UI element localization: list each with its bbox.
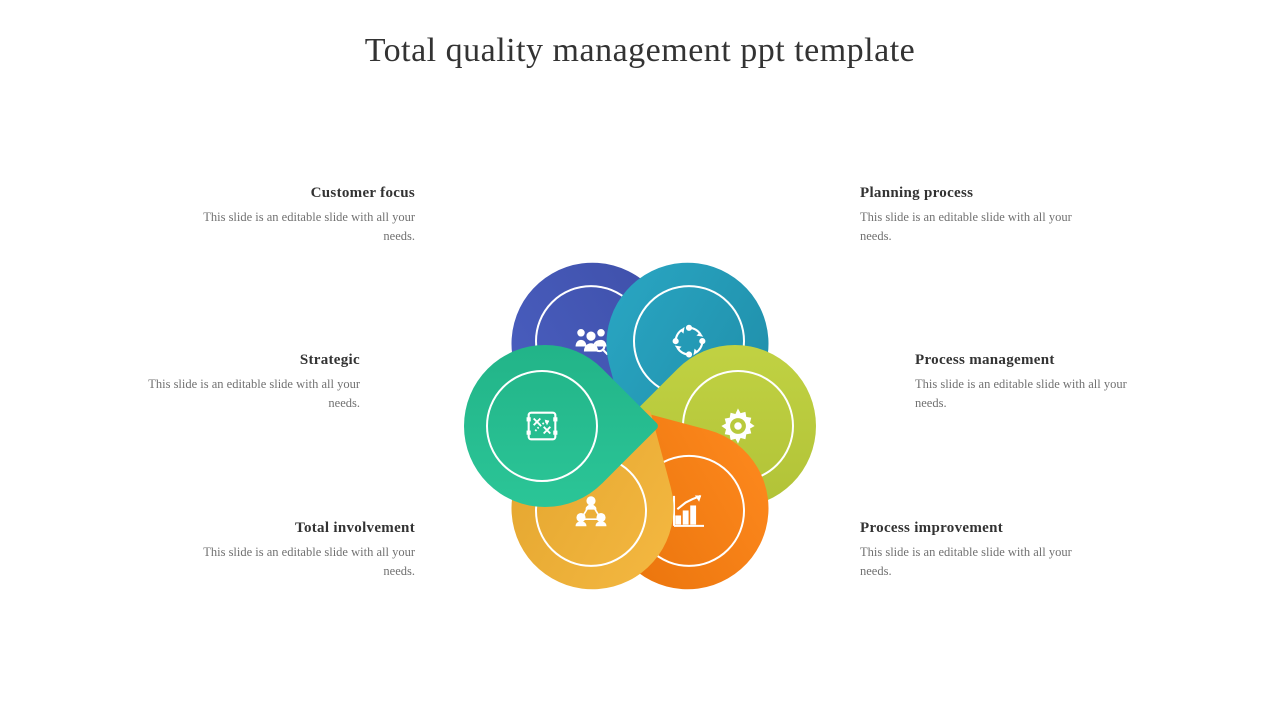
label-desc: This slide is an editable slide with all… <box>915 375 1155 414</box>
page-title: Total quality management ppt template <box>0 32 1280 70</box>
strategy-board-icon <box>522 406 562 446</box>
label-process-management: Process management This slide is an edit… <box>915 352 1155 414</box>
label-desc: This slide is an editable slide with all… <box>175 543 415 582</box>
label-desc: This slide is an editable slide with all… <box>860 208 1100 247</box>
chart-growth-icon <box>669 491 709 531</box>
label-title: Process improvement <box>860 520 1100 537</box>
label-title: Strategic <box>120 352 360 369</box>
petal-strategic <box>464 264 626 426</box>
label-desc: This slide is an editable slide with all… <box>175 208 415 247</box>
petal-circle <box>486 370 598 482</box>
label-planning-process: Planning process This slide is an editab… <box>860 185 1100 247</box>
label-customer-focus: Customer focus This slide is an editable… <box>175 185 415 247</box>
label-desc: This slide is an editable slide with all… <box>120 375 360 414</box>
label-title: Customer focus <box>175 185 415 202</box>
label-process-improvement: Process improvement This slide is an edi… <box>860 520 1100 582</box>
label-desc: This slide is an editable slide with all… <box>860 543 1100 582</box>
label-title: Planning process <box>860 185 1100 202</box>
label-title: Total involvement <box>175 520 415 537</box>
label-total-involvement: Total involvement This slide is an edita… <box>175 520 415 582</box>
label-title: Process management <box>915 352 1155 369</box>
label-strategic: Strategic This slide is an editable slid… <box>120 352 360 414</box>
